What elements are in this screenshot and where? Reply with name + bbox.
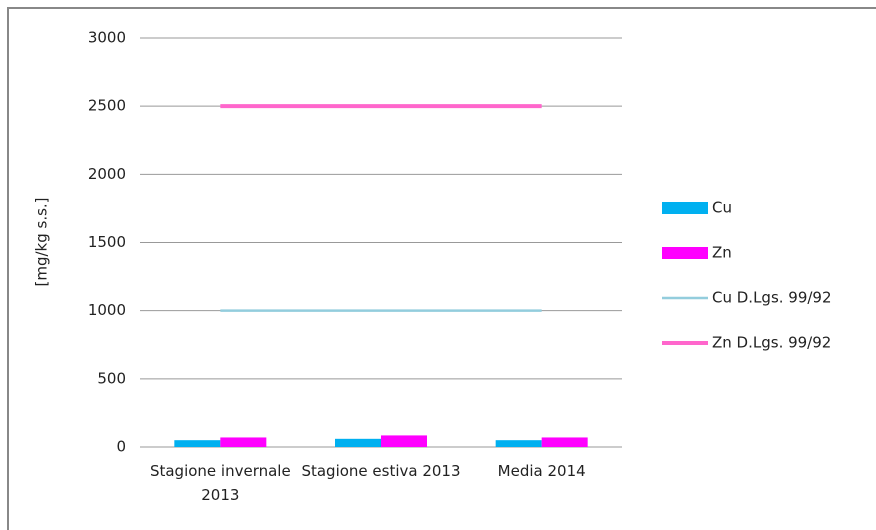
legend-label: Cu D.Lgs. 99/92	[712, 289, 832, 307]
legend-swatch	[662, 202, 708, 214]
x-tick-label: Stagione estiva 2013	[301, 462, 461, 480]
bar	[220, 437, 267, 447]
y-tick-label: 2500	[88, 97, 126, 115]
frame	[7, 7, 876, 530]
bar	[381, 435, 427, 447]
x-tick-label: Stagione invernale 2013	[149, 462, 291, 504]
legend-swatch	[662, 247, 708, 259]
x-tick-label: Media 2014	[497, 462, 586, 480]
legend-label: Cu	[712, 199, 732, 217]
y-tick-label: 500	[97, 369, 126, 387]
bar	[335, 438, 381, 447]
y-tick-label: 2000	[88, 165, 126, 183]
y-tick-label: 3000	[88, 29, 126, 47]
y-tick-label: 1500	[88, 233, 126, 251]
y-tick-label: 0	[116, 438, 126, 456]
bar	[541, 437, 588, 447]
legend-label: Zn	[712, 244, 732, 262]
y-axis-label: [mg/kg s.s.]	[33, 197, 51, 286]
y-tick-label: 1000	[88, 301, 126, 319]
bar	[174, 440, 221, 447]
bar	[495, 440, 542, 447]
legend-label: Zn D.Lgs. 99/92	[712, 334, 831, 352]
